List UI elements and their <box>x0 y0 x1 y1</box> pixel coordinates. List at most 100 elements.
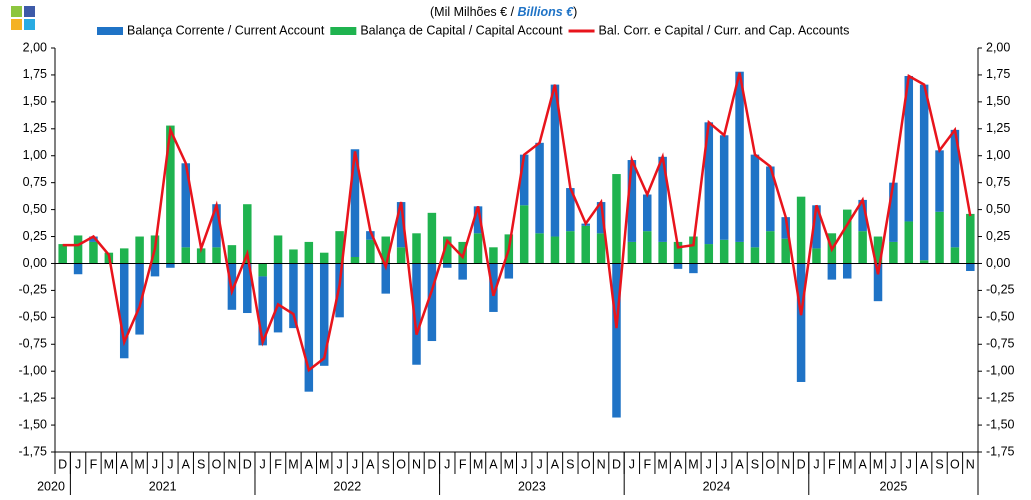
bar <box>366 239 375 264</box>
bar <box>781 217 790 239</box>
bar <box>673 263 683 269</box>
y-tick-label: 1,75 <box>23 67 47 81</box>
x-tick-label: D <box>612 457 621 471</box>
bar <box>227 245 237 264</box>
x-tick-label: S <box>566 457 574 471</box>
bar <box>766 231 775 264</box>
bar <box>673 241 683 264</box>
y2-tick-label: 2,00 <box>986 40 1010 54</box>
bar <box>73 235 83 264</box>
bar <box>904 76 914 222</box>
bar <box>950 247 960 264</box>
x-tick-label: O <box>950 457 960 471</box>
bar <box>443 236 452 264</box>
x-tick-label: O <box>212 457 222 471</box>
x-tick-label: M <box>873 457 883 471</box>
year-label: 2025 <box>879 479 907 493</box>
bar <box>966 213 975 264</box>
bar <box>596 202 606 234</box>
x-tick-label: A <box>674 457 683 471</box>
x-tick-label: F <box>274 457 282 471</box>
legend-label: Bal. Corr. e Capital / Curr. and Cap. Ac… <box>599 23 850 37</box>
bar <box>581 225 590 264</box>
x-tick-label: J <box>629 457 635 471</box>
y2-tick-label: -1,25 <box>986 390 1015 404</box>
bar <box>519 154 529 206</box>
x-tick-label: F <box>828 457 836 471</box>
y-tick-label: -1,75 <box>19 444 48 458</box>
bar <box>473 206 483 234</box>
y2-tick-label: 1,25 <box>986 121 1010 135</box>
y2-tick-label: 1,50 <box>986 94 1010 108</box>
bar <box>935 211 944 264</box>
x-tick-label: J <box>536 457 542 471</box>
x-tick-label: D <box>243 457 252 471</box>
x-tick-label: J <box>706 457 712 471</box>
y2-tick-label: 0,50 <box>986 202 1010 216</box>
bar <box>73 263 83 275</box>
bar <box>196 248 206 264</box>
bar <box>119 248 129 264</box>
bar <box>566 188 575 232</box>
y2-tick-label: 0,75 <box>986 175 1010 189</box>
bar <box>504 263 514 279</box>
y2-tick-label: 1,00 <box>986 148 1010 162</box>
x-tick-label: J <box>521 457 527 471</box>
x-tick-label: N <box>781 457 790 471</box>
bar <box>89 241 98 264</box>
bar <box>950 129 960 248</box>
x-tick-label: F <box>459 457 467 471</box>
y-tick-label: -1,50 <box>19 417 48 431</box>
x-tick-label: M <box>504 457 514 471</box>
bar <box>258 276 267 346</box>
bar <box>627 160 637 242</box>
bar <box>842 209 852 264</box>
x-tick-label: J <box>75 457 81 471</box>
bar <box>550 84 560 237</box>
x-tick-label: M <box>134 457 144 471</box>
bar <box>812 248 821 264</box>
y-tick-label: -0,50 <box>19 310 48 324</box>
bar <box>412 263 421 365</box>
bar <box>612 263 621 418</box>
y-tick-label: 1,50 <box>23 94 47 108</box>
bar <box>443 263 452 268</box>
x-tick-label: A <box>182 457 191 471</box>
bar <box>396 247 406 264</box>
y-tick-label: 2,00 <box>23 40 47 54</box>
bar <box>750 247 760 264</box>
bar <box>304 241 314 264</box>
y-tick-label: -1,25 <box>19 390 48 404</box>
y-tick-label: 0,25 <box>23 229 47 243</box>
bar <box>919 84 929 261</box>
bar <box>427 212 437 264</box>
bar <box>873 236 883 264</box>
logo <box>11 6 35 30</box>
bar <box>735 241 744 264</box>
y-tick-label: 0,50 <box>23 202 47 216</box>
legend-label: Balança Corrente / Current Account <box>127 23 325 37</box>
bar <box>181 163 191 248</box>
bar <box>304 263 314 392</box>
bar <box>643 231 652 264</box>
bar <box>719 239 729 264</box>
x-tick-label: A <box>735 457 744 471</box>
x-tick-label: D <box>58 457 67 471</box>
y-tick-label: 0,75 <box>23 175 47 189</box>
bar <box>904 221 914 264</box>
bar <box>381 236 390 264</box>
x-tick-label: J <box>906 457 912 471</box>
bar <box>796 196 806 264</box>
bar <box>458 241 467 264</box>
bar <box>919 260 929 264</box>
x-tick-label: A <box>489 457 498 471</box>
x-tick-label: F <box>90 457 98 471</box>
x-tick-label: O <box>765 457 775 471</box>
bar <box>258 263 267 277</box>
bar <box>796 263 806 382</box>
x-tick-label: M <box>842 457 852 471</box>
bar <box>658 156 667 242</box>
y-tick-label: -0,75 <box>19 337 48 351</box>
bar <box>319 252 329 264</box>
